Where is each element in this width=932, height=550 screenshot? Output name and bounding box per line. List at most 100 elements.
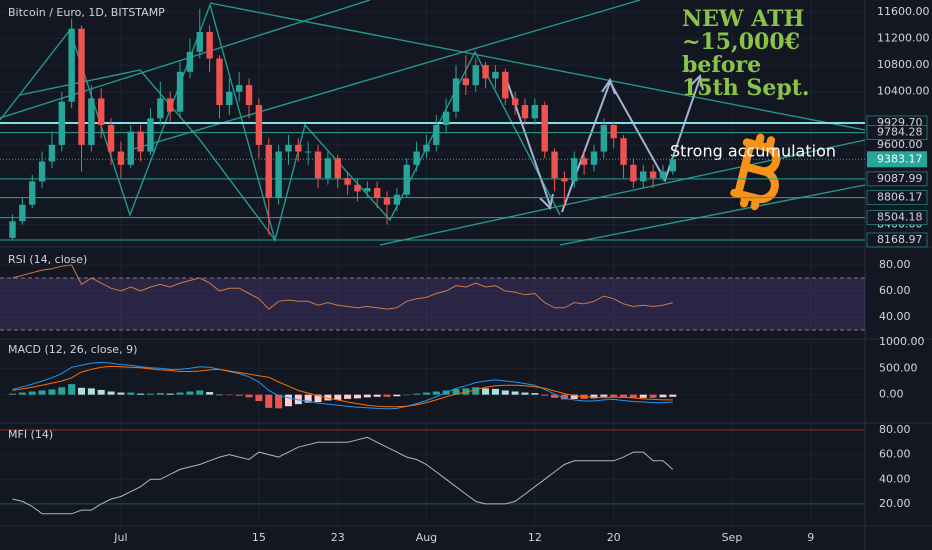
candle-body (137, 131, 144, 152)
candle-body (19, 204, 26, 222)
histogram-bar (87, 388, 95, 395)
candle-body (442, 111, 450, 125)
trend-line (209, 2, 866, 131)
y-tick-label: 80.00 (879, 258, 911, 271)
candle-body (462, 78, 470, 86)
candle-body (147, 118, 154, 152)
arrow-head (539, 193, 554, 211)
price-level-box (866, 232, 928, 248)
candle-body (531, 105, 539, 119)
candle-body (295, 144, 302, 152)
histogram-bar (620, 394, 628, 398)
band-fill (0, 277, 865, 330)
histogram-bar (353, 394, 361, 399)
indicator-line (12, 264, 673, 310)
histogram-bar (521, 392, 529, 395)
candle-body (58, 101, 65, 145)
histogram-bar (314, 394, 322, 403)
histogram-bar (18, 392, 26, 395)
candle-body (620, 138, 627, 165)
histogram-bar (235, 394, 243, 396)
histogram-bar (541, 394, 549, 396)
histogram-bar (275, 394, 283, 409)
candle-body (649, 171, 657, 179)
candle-body (511, 98, 519, 106)
candle-body (127, 131, 134, 165)
histogram-bar (265, 394, 273, 408)
candle-body (285, 144, 292, 152)
candle-body (413, 151, 420, 165)
candle-body (9, 221, 16, 238)
candle-body (235, 85, 243, 92)
histogram-bar (117, 392, 125, 395)
candle-body (364, 188, 371, 192)
histogram-bar (551, 394, 559, 398)
candle-body (502, 71, 509, 99)
pane-title: RSI (14, close) (8, 253, 87, 266)
candle-body (167, 98, 174, 112)
histogram-bar (78, 387, 86, 395)
candle-body (354, 184, 361, 192)
y-tick-label: 60.00 (879, 284, 911, 297)
x-tick-label: 12 (528, 531, 542, 544)
histogram-bar (97, 389, 105, 395)
annotation: before (682, 52, 761, 78)
histogram-bar (363, 394, 371, 398)
y-tick-label: 60.00 (879, 448, 911, 461)
y-tick-label: 10800.00 (877, 58, 930, 71)
last-price-box (867, 151, 927, 168)
candle-body (403, 164, 410, 195)
histogram-bar (669, 394, 677, 397)
histogram-bar (28, 391, 36, 395)
x-tick-label: 20 (607, 531, 621, 544)
histogram-bar (284, 394, 292, 407)
histogram-bar (393, 394, 401, 397)
y-tick-label: 11200.00 (877, 32, 930, 45)
histogram-bar (186, 391, 194, 395)
candle-body (38, 161, 46, 182)
histogram-bar (245, 394, 253, 398)
histogram-bar (570, 394, 578, 399)
price-level-label: 8168.97 (877, 233, 923, 246)
macd-line (12, 361, 673, 410)
candle-body (590, 151, 598, 165)
price-level-label: 8504.18 (877, 211, 923, 224)
pane-title: MFI (14) (8, 428, 53, 441)
histogram-bar (127, 392, 135, 395)
arrow-head (601, 77, 616, 95)
candle-body (216, 58, 223, 106)
projection-arrows (504, 73, 704, 213)
price-level-box (866, 210, 928, 225)
price-level-box (866, 171, 928, 187)
bitcoin-logo (730, 133, 781, 211)
candle-body (433, 124, 440, 145)
candle-body (580, 158, 588, 165)
histogram-bar (491, 388, 499, 395)
price-level-label: 9087.99 (877, 172, 923, 185)
candle-body (492, 71, 499, 79)
histogram-bar (600, 394, 608, 397)
histogram-bar (373, 394, 381, 397)
candle-body (383, 198, 391, 205)
histogram-bar (137, 393, 145, 395)
candle-body (452, 78, 460, 112)
histogram-bar (196, 390, 204, 395)
candle-body (48, 144, 56, 162)
candle-body (373, 188, 381, 199)
histogram-bar (146, 393, 154, 395)
candle-body (78, 28, 85, 145)
candle-body (157, 98, 164, 119)
x-tick-label: Aug (416, 531, 437, 544)
histogram-bar (304, 394, 312, 403)
y-tick-label: 80.00 (879, 423, 911, 436)
candle-body (334, 158, 341, 179)
y-tick-label: 1000.00 (879, 335, 925, 348)
pane-title: MACD (12, 26, close, 9) (8, 343, 137, 356)
candle-body (571, 158, 578, 182)
histogram-bar (383, 394, 391, 397)
histogram-bar (422, 392, 430, 395)
y-tick-label: 10400.00 (877, 85, 930, 98)
x-tick-label: Sep (722, 531, 743, 544)
chart-title: Bitcoin / Euro, 1D, BITSTAMP (8, 6, 165, 19)
signal-line (12, 365, 673, 408)
